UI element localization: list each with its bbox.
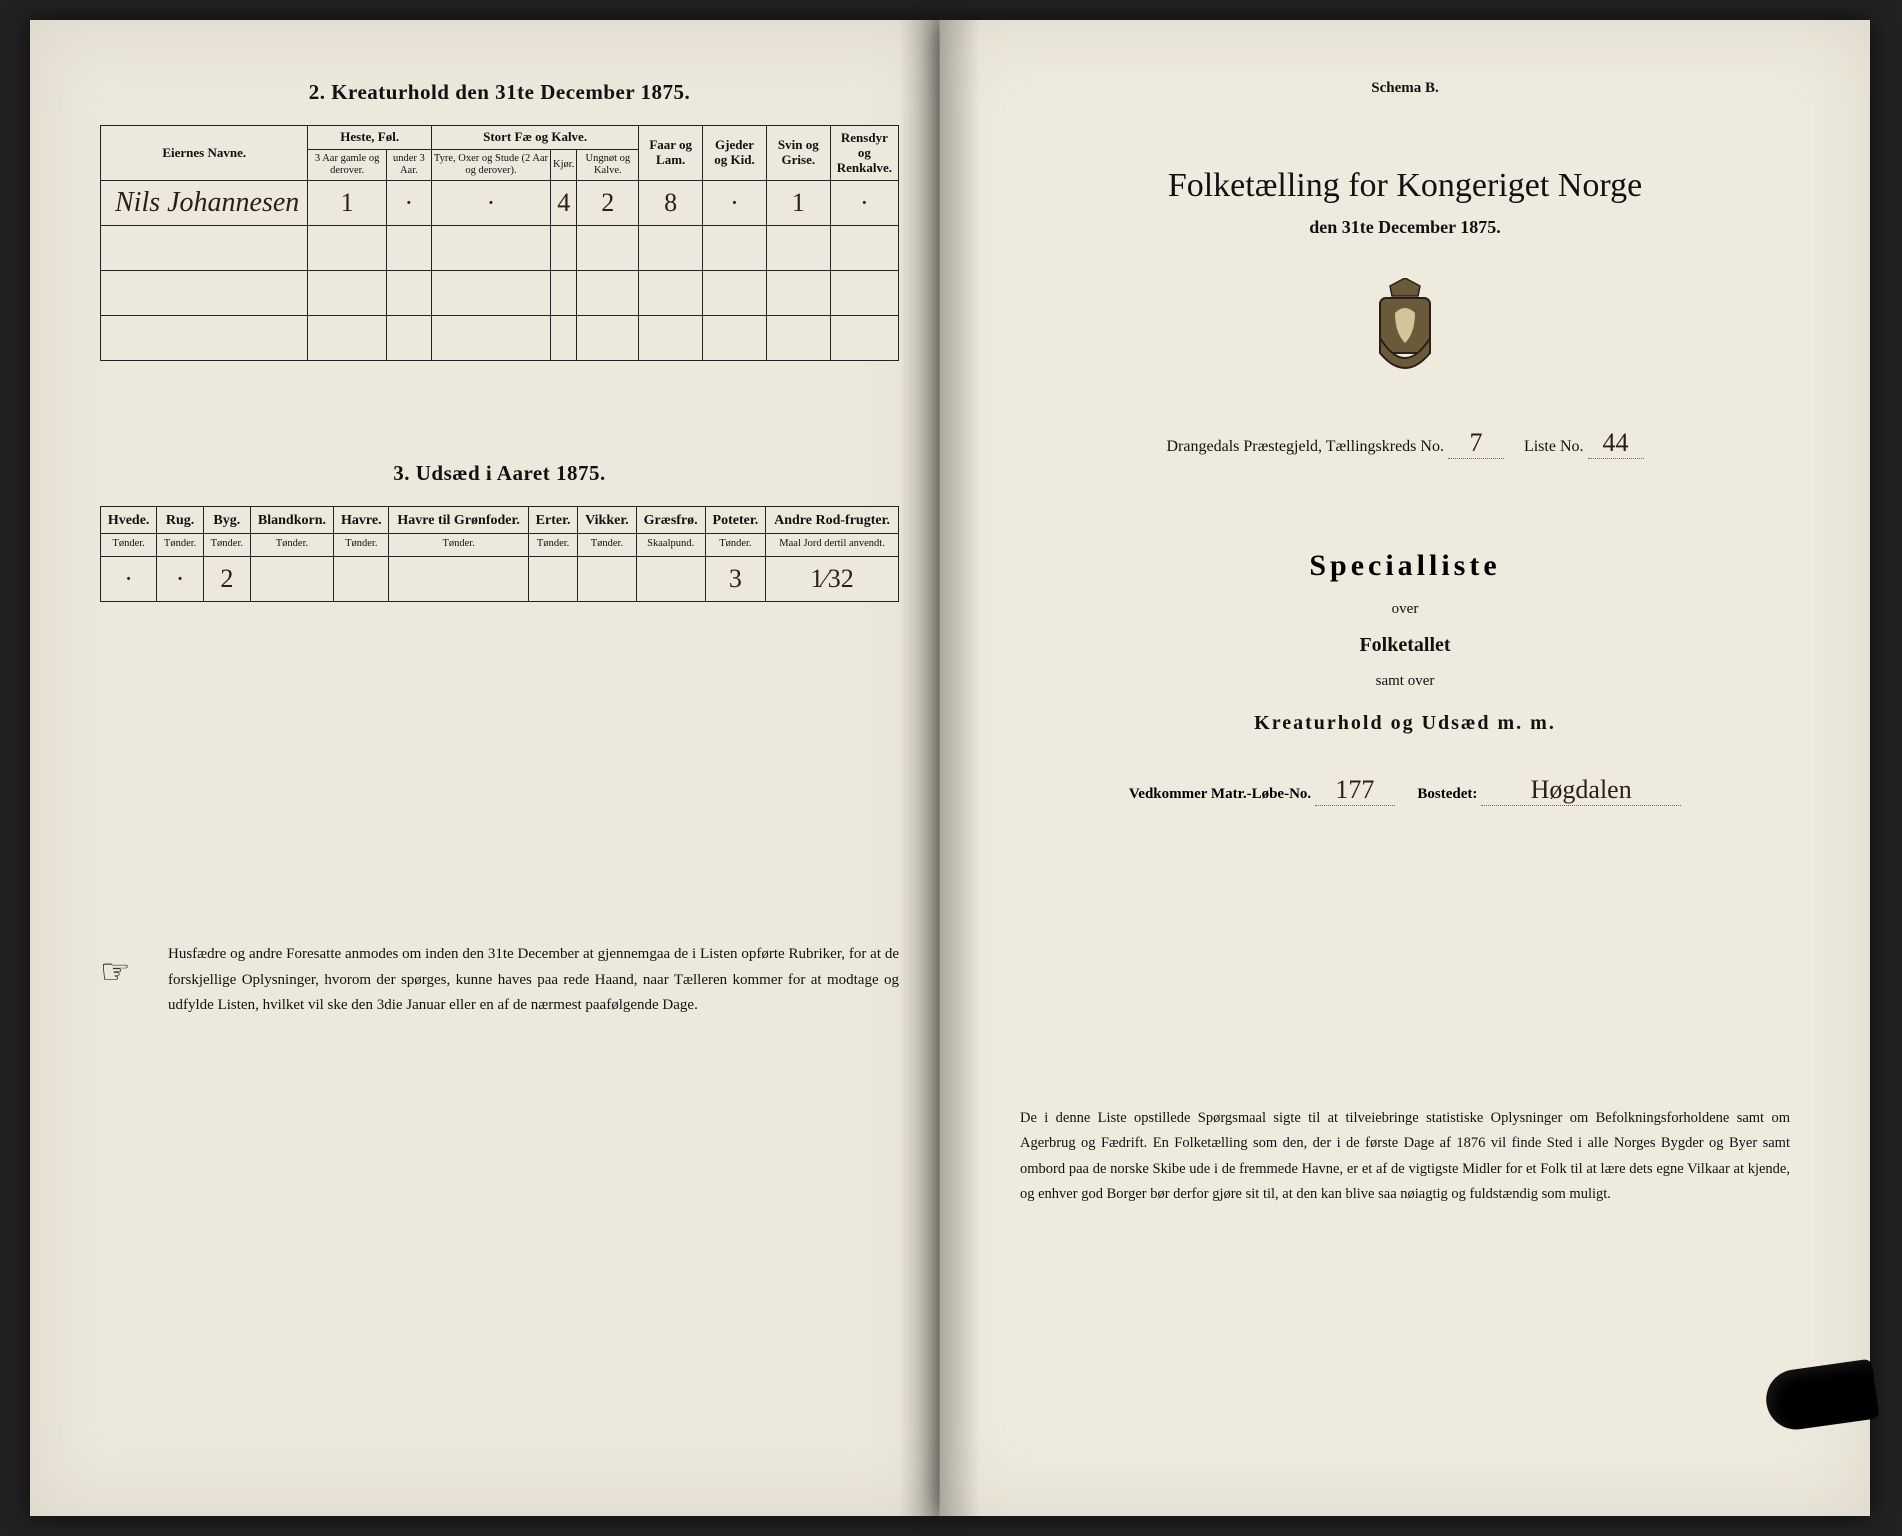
- table-row: Nils Johannesen 1 · · 4 2 8 · 1 ·: [101, 181, 899, 226]
- cell: ·: [431, 181, 550, 226]
- left-page: 2. Kreaturhold den 31te December 1875. E…: [30, 20, 940, 1516]
- cell: ·: [703, 181, 767, 226]
- c4: Blandkorn.: [250, 507, 334, 534]
- cell: [250, 557, 334, 602]
- section2-title: 2. Kreaturhold den 31te December 1875.: [100, 80, 899, 105]
- table-row: · · 2 3 1⁄32: [101, 557, 899, 602]
- sub-s1: Tyre, Oxer og Stude (2 Aar og derover).: [431, 149, 550, 180]
- matr-no: 177: [1315, 775, 1395, 806]
- cell: [389, 557, 529, 602]
- u11: Maal Jord dertil anvendt.: [766, 534, 899, 557]
- cell: [578, 557, 636, 602]
- seed-table: Hvede. Rug. Byg. Blandkorn. Havre. Havre…: [100, 506, 899, 602]
- kreatur-line: Kreaturhold og Udsæd m. m.: [1010, 712, 1800, 735]
- c8: Vikker.: [578, 507, 636, 534]
- cell: 2: [577, 181, 639, 226]
- cell: 1: [766, 181, 830, 226]
- c11: Andre Rod-frugter.: [766, 507, 899, 534]
- cell: ·: [386, 181, 431, 226]
- u4: Tønder.: [250, 534, 334, 557]
- livestock-table: Eiernes Navne. Heste, Føl. Stort Fæ og K…: [100, 125, 899, 361]
- sub-s2: Kjør.: [551, 149, 577, 180]
- col-faar: Faar og Lam.: [639, 126, 703, 181]
- u6: Tønder.: [389, 534, 529, 557]
- cell: 2: [203, 557, 250, 602]
- col-svin: Svin og Grise.: [766, 126, 830, 181]
- c1: Hvede.: [101, 507, 157, 534]
- c5: Havre.: [334, 507, 389, 534]
- u1: Tønder.: [101, 534, 157, 557]
- matr-label: Vedkommer Matr.-Løbe-No.: [1129, 786, 1311, 802]
- col-rens: Rensdyr og Renkalve.: [830, 126, 898, 181]
- c9: Græsfrø.: [636, 507, 705, 534]
- cell: [528, 557, 577, 602]
- specialliste: Specialliste: [1010, 549, 1800, 583]
- pointing-hand-icon: ☞: [100, 942, 150, 1019]
- footnote-text: Husfædre og andre Foresatte anmodes om i…: [168, 942, 899, 1019]
- meta-line: Drangedals Præstegjeld, Tællingskreds No…: [1010, 428, 1800, 459]
- cell: 3: [705, 557, 765, 602]
- coat-of-arms-icon: [1360, 278, 1450, 388]
- cell: [636, 557, 705, 602]
- right-footnote: De i denne Liste opstillede Spørgsmaal s…: [1010, 1106, 1800, 1208]
- over: over: [1010, 601, 1800, 618]
- kreds-no: 7: [1448, 428, 1504, 459]
- u10: Tønder.: [705, 534, 765, 557]
- cell: ·: [101, 557, 157, 602]
- u5: Tønder.: [334, 534, 389, 557]
- c10: Poteter.: [705, 507, 765, 534]
- bosted-label: Bostedet:: [1417, 786, 1477, 802]
- sub-h1: 3 Aar gamle og derover.: [308, 149, 386, 180]
- samt: samt over: [1010, 673, 1800, 690]
- u7: Tønder.: [528, 534, 577, 557]
- c2: Rug.: [157, 507, 204, 534]
- sub-s3: Ungnøt og Kalve.: [577, 149, 639, 180]
- u3: Tønder.: [203, 534, 250, 557]
- cell: ·: [157, 557, 204, 602]
- owner-name: Nils Johannesen: [101, 181, 308, 226]
- schema-label: Schema B.: [1010, 80, 1800, 97]
- section3-title: 3. Udsæd i Aaret 1875.: [100, 461, 899, 486]
- col-gjed: Gjeder og Kid.: [703, 126, 767, 181]
- left-footnote: ☞ Husfædre og andre Foresatte anmodes om…: [100, 942, 899, 1019]
- cell: 1: [308, 181, 386, 226]
- cell: 1⁄32: [766, 557, 899, 602]
- u9: Skaalpund.: [636, 534, 705, 557]
- grp-heste: Heste, Føl.: [308, 126, 431, 150]
- grp-stort: Stort Fæ og Kalve.: [431, 126, 638, 150]
- c7: Erter.: [528, 507, 577, 534]
- liste-label: Liste No.: [1524, 438, 1584, 455]
- cell: 4: [551, 181, 577, 226]
- cell: ·: [830, 181, 898, 226]
- main-title: Folketælling for Kongeriget Norge: [1010, 167, 1800, 205]
- cell: [334, 557, 389, 602]
- col-name: Eiernes Navne.: [101, 126, 308, 181]
- liste-no: 44: [1588, 428, 1644, 459]
- sub-title: den 31te December 1875.: [1010, 217, 1800, 238]
- matr-line: Vedkommer Matr.-Løbe-No. 177 Bostedet: H…: [1010, 775, 1800, 806]
- folketallet: Folketallet: [1010, 634, 1800, 657]
- u2: Tønder.: [157, 534, 204, 557]
- meta-prefix: Drangedals Præstegjeld, Tællingskreds No…: [1167, 438, 1444, 455]
- cell: 8: [639, 181, 703, 226]
- sub-h2: under 3 Aar.: [386, 149, 431, 180]
- bosted: Høgdalen: [1481, 775, 1681, 806]
- u8: Tønder.: [578, 534, 636, 557]
- c3: Byg.: [203, 507, 250, 534]
- finger-shadow-icon: [1762, 1359, 1879, 1434]
- right-page: Schema B. Folketælling for Kongeriget No…: [940, 20, 1870, 1516]
- c6: Havre til Grønfoder.: [389, 507, 529, 534]
